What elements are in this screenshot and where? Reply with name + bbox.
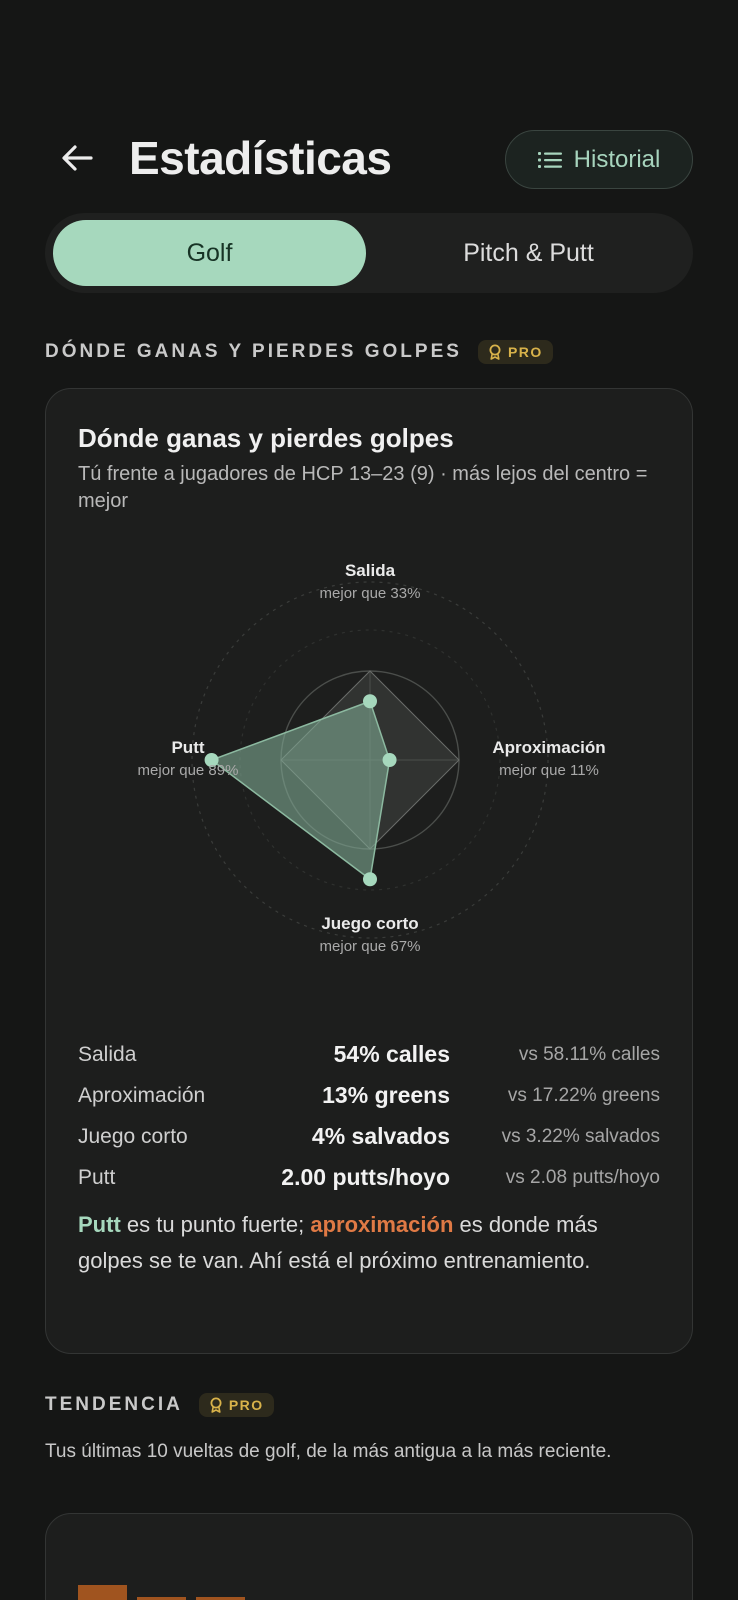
radar-label-putt: Putt mejor que 89% (138, 738, 239, 779)
stat-value: 4% salvados (311, 1123, 450, 1149)
stat-label: Juego corto (78, 1125, 188, 1148)
pro-badge-label: PRO (228, 1397, 264, 1413)
radar-point-juego-corto (363, 872, 377, 887)
trend-bar (137, 1597, 186, 1600)
insight-text: Putt es tu punto fuerte; aproximación es… (78, 1207, 663, 1279)
strokes-card: Dónde ganas y pierdes golpes Tú frente a… (45, 388, 693, 1354)
stat-row-putt: Putt 2.00 putts/hoyo vs 2.08 putts/hoyo (78, 1160, 660, 1201)
radar-ring-outer (191, 581, 549, 939)
stat-label: Putt (78, 1166, 116, 1189)
radar-axis-name: Salida (344, 561, 396, 580)
stat-row-salida: Salida 54% calles vs 58.11% calles (78, 1037, 660, 1078)
insight-part2: es donde más golpes se te van. Ahí está … (78, 1212, 598, 1273)
radar-label-salida: Salida mejor que 33% (320, 561, 421, 602)
stat-compare: vs 58.11% calles (518, 1044, 660, 1065)
stat-value: 13% greens (322, 1082, 450, 1108)
radar-axis-name: Aproximación (492, 738, 606, 757)
radar-point-aproximación (382, 753, 397, 767)
award-icon (210, 1397, 222, 1413)
radar-user-area (210, 700, 391, 881)
radar-chart: Salida mejor que 33% Aproximación mejor … (46, 539, 694, 979)
radar-axis-name: Putt (171, 738, 205, 757)
strokes-section-header: DÓNDE GANAS Y PIERDES GOLPES PRO (45, 340, 553, 364)
radar-axis-name: Juego corto (321, 914, 419, 933)
insight-strong: Putt (78, 1212, 121, 1237)
radar-point-salida (363, 694, 377, 709)
stat-label: Aproximación (78, 1084, 206, 1107)
pro-badge: PRO (477, 340, 553, 364)
trend-bar (78, 1585, 127, 1600)
stat-value: 54% calles (333, 1041, 450, 1067)
stat-row-aproximacion: Aproximación 13% greens vs 17.22% greens (78, 1078, 660, 1119)
pro-badge: PRO (198, 1393, 274, 1417)
radar-svg (191, 581, 549, 939)
card-title: Dónde ganas y pierdes golpes (78, 423, 454, 453)
radar-axis-caption: mejor que 67% (319, 938, 421, 955)
strokes-section-label: DÓNDE GANAS Y PIERDES GOLPES (45, 341, 462, 362)
radar-point-putt (204, 753, 219, 767)
stat-compare: vs 2.08 putts/hoyo (505, 1167, 660, 1188)
back-button[interactable] (57, 138, 97, 178)
radar-label-juego-corto: Juego corto mejor que 67% (320, 914, 421, 955)
insight-weak: aproximación (310, 1212, 454, 1237)
radar-axis-caption: mejor que 11% (499, 762, 599, 779)
history-label: Historial (573, 145, 661, 173)
stat-compare: vs 3.22% salvados (501, 1126, 660, 1147)
list-icon (537, 151, 562, 168)
award-icon (489, 344, 501, 360)
stat-row-juego-corto: Juego corto 4% salvados vs 3.22% salvado… (78, 1119, 660, 1160)
card-subtitle: Tú frente a jugadores de HCP 13–23 (9) ·… (78, 463, 648, 512)
header: Estadísticas Historial (45, 128, 693, 192)
tab-pitch-and-putt[interactable]: Pitch & Putt (463, 238, 594, 267)
radar-label-aproximacion: Aproximación mejor que 11% (492, 738, 605, 779)
arrow-left-icon (62, 145, 93, 171)
radar-axis-caption: mejor que 33% (319, 585, 421, 602)
insight-part1: es tu punto fuerte; (120, 1212, 311, 1237)
radar-axis-caption: mejor que 89% (137, 762, 239, 779)
stat-value: 2.00 putts/hoyo (281, 1164, 450, 1190)
stat-compare: vs 17.22% greens (507, 1085, 660, 1106)
stats-table: Salida 54% calles vs 58.11% calles Aprox… (78, 1037, 660, 1201)
pro-badge-label: PRO (507, 344, 543, 360)
trend-section-label: TENDENCIA (45, 1394, 183, 1415)
trend-bar (196, 1597, 245, 1600)
trend-description: Tus últimas 10 vueltas de golf, de la má… (45, 1441, 612, 1462)
trend-section-header: TENDENCIA PRO (45, 1393, 274, 1417)
sport-tabs: Golf Pitch & Putt (45, 213, 693, 293)
trend-card (45, 1513, 693, 1600)
page-title: Estadísticas (129, 132, 392, 184)
stat-label: Salida (78, 1043, 137, 1066)
history-button[interactable]: Historial (505, 130, 693, 189)
tab-golf[interactable]: Golf (53, 220, 366, 286)
